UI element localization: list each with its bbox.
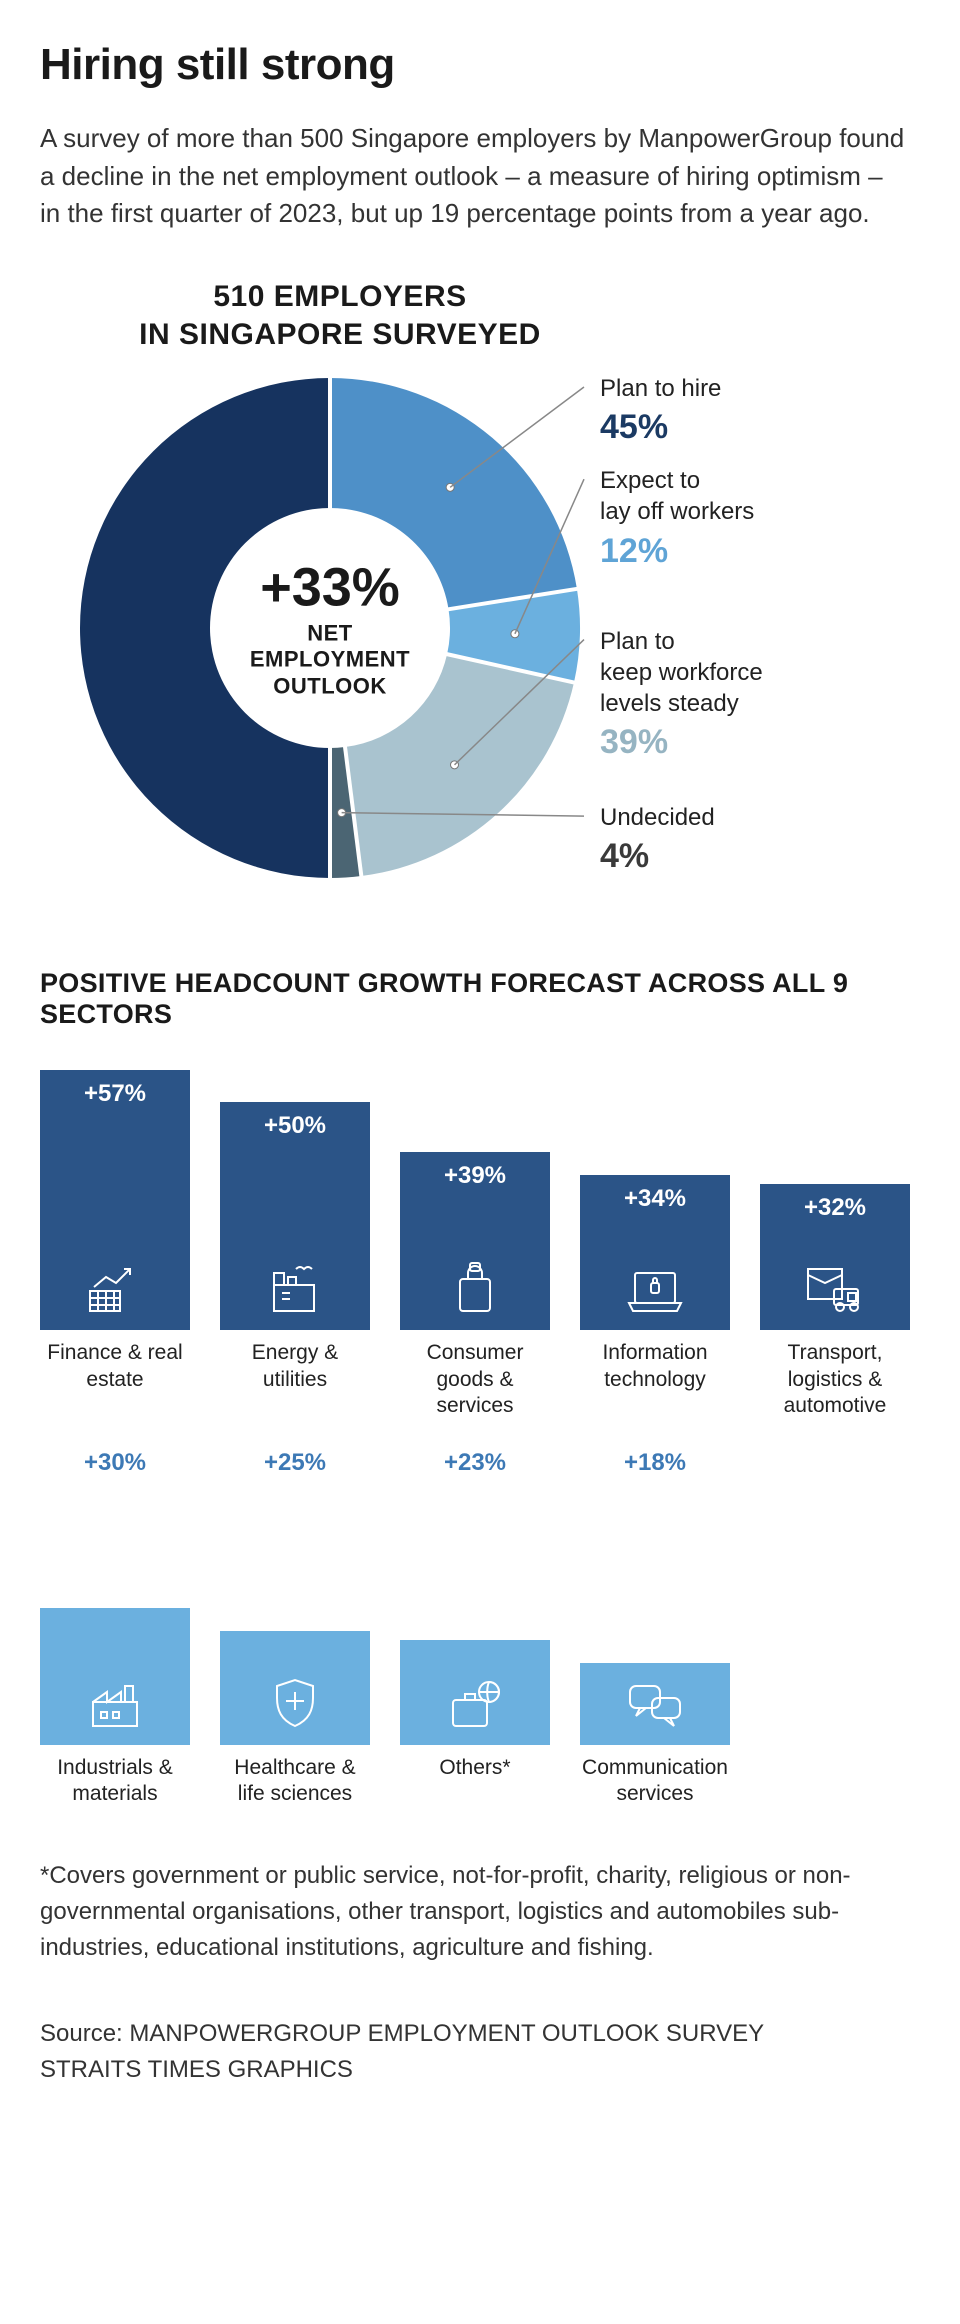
bar-item: +57% Finance & real estate [40, 1070, 190, 1419]
bar-label: Healthcare & life sciences [220, 1755, 370, 1808]
bar-fill: +57% [40, 1070, 190, 1330]
bars-chart: +57% Finance & real estate +50% Energy &… [40, 1070, 920, 1807]
bar-rect: +57% [40, 1070, 190, 1330]
legend-pct: 12% [600, 532, 920, 571]
intro-paragraph: A survey of more than 500 Singapore empl… [40, 120, 910, 233]
it-icon [625, 1267, 685, 1320]
bar-value: +18% [580, 1449, 730, 1477]
bar-item: +23% Others* [400, 1449, 550, 1808]
bar-fill: +34% [580, 1175, 730, 1330]
legend-label: Expect to lay off workers [600, 465, 920, 527]
footnote: *Covers government or public service, no… [40, 1858, 910, 1966]
legend-label: Undecided [600, 802, 920, 833]
bar-label: Energy & utilities [220, 1340, 370, 1393]
bar-item: +32% Transport, logistics & automotive [760, 1070, 910, 1419]
bar-item: +34% Information technology [580, 1070, 730, 1419]
bar-label: Finance & real estate [40, 1340, 190, 1393]
bar-label: Information technology [580, 1340, 730, 1393]
bar-label: Communication services [580, 1755, 730, 1808]
donut-center: +33% NET EMPLOYMENT OUTLOOK [215, 556, 445, 699]
industrial-icon [87, 1680, 143, 1735]
legend-item: Plan to keep workforce levels steady 39% [600, 626, 920, 763]
bar-rect [220, 1485, 370, 1745]
bar-value: +50% [264, 1112, 326, 1140]
bar-rect: +34% [580, 1070, 730, 1330]
bar-fill [220, 1631, 370, 1745]
transport-icon [804, 1265, 866, 1320]
finance-icon [86, 1265, 144, 1320]
donut-title: 510 EMPLOYERS IN SINGAPORE SURVEYED [0, 278, 780, 353]
bar-fill: +32% [760, 1184, 910, 1330]
bar-item: +30% Industrials & materials [40, 1449, 190, 1808]
donut-chart: +33% NET EMPLOYMENT OUTLOOK [70, 368, 590, 888]
donut-legend: Plan to hire 45% Expect to lay off worke… [590, 368, 920, 898]
donut-center-label: NET EMPLOYMENT OUTLOOK [215, 620, 445, 699]
legend-label: Plan to keep workforce levels steady [600, 626, 920, 720]
bar-rect [400, 1485, 550, 1745]
bar-value: +25% [220, 1449, 370, 1477]
legend-pct: 4% [600, 837, 920, 876]
bar-rect [40, 1485, 190, 1745]
bar-value: +34% [624, 1185, 686, 1213]
bar-rect: +50% [220, 1070, 370, 1330]
donut-center-pct: +33% [215, 556, 445, 618]
page-title: Hiring still strong [40, 40, 920, 90]
bar-value: +23% [400, 1449, 550, 1477]
donut-section: 510 EMPLOYERS IN SINGAPORE SURVEYED +33%… [40, 278, 920, 898]
bar-label: Transport, logistics & automotive [760, 1340, 910, 1419]
legend-item: Undecided 4% [600, 802, 920, 876]
bar-fill: +39% [400, 1152, 550, 1330]
bar-value: +32% [804, 1194, 866, 1222]
bar-rect: +39% [400, 1070, 550, 1330]
bar-value: +39% [444, 1162, 506, 1190]
bar-item: +25% Healthcare & life sciences [220, 1449, 370, 1808]
bar-rect: +32% [760, 1070, 910, 1330]
legend-pct: 45% [600, 408, 920, 447]
health-icon [271, 1676, 319, 1735]
legend-item: Expect to lay off workers 12% [600, 465, 920, 570]
legend-item: Plan to hire 45% [600, 373, 920, 447]
bar-label: Consumer goods & services [400, 1340, 550, 1419]
energy-icon [266, 1263, 324, 1320]
bar-fill [400, 1640, 550, 1745]
bar-item: +50% Energy & utilities [220, 1070, 370, 1419]
bar-item: +18% Communication services [580, 1449, 730, 1808]
others-icon [447, 1678, 503, 1735]
bar-fill [580, 1663, 730, 1745]
donut-title-line1: 510 EMPLOYERS [213, 280, 466, 313]
donut-title-line2: IN SINGAPORE SURVEYED [139, 318, 541, 351]
comm-icon [626, 1682, 684, 1735]
bar-fill: +50% [220, 1102, 370, 1330]
legend-label: Plan to hire [600, 373, 920, 404]
bar-label: Others* [400, 1755, 550, 1781]
consumer-icon [450, 1261, 500, 1320]
bar-rect [580, 1485, 730, 1745]
sectors-title: POSITIVE HEADCOUNT GROWTH FORECAST ACROS… [40, 968, 920, 1030]
bar-value: +57% [84, 1080, 146, 1108]
bar-fill [40, 1608, 190, 1745]
legend-pct: 39% [600, 723, 920, 762]
source: Source: MANPOWERGROUP EMPLOYMENT OUTLOOK… [40, 2016, 920, 2088]
bar-item: +39% Consumer goods & services [400, 1070, 550, 1419]
bar-label: Industrials & materials [40, 1755, 190, 1808]
bar-value: +30% [40, 1449, 190, 1477]
